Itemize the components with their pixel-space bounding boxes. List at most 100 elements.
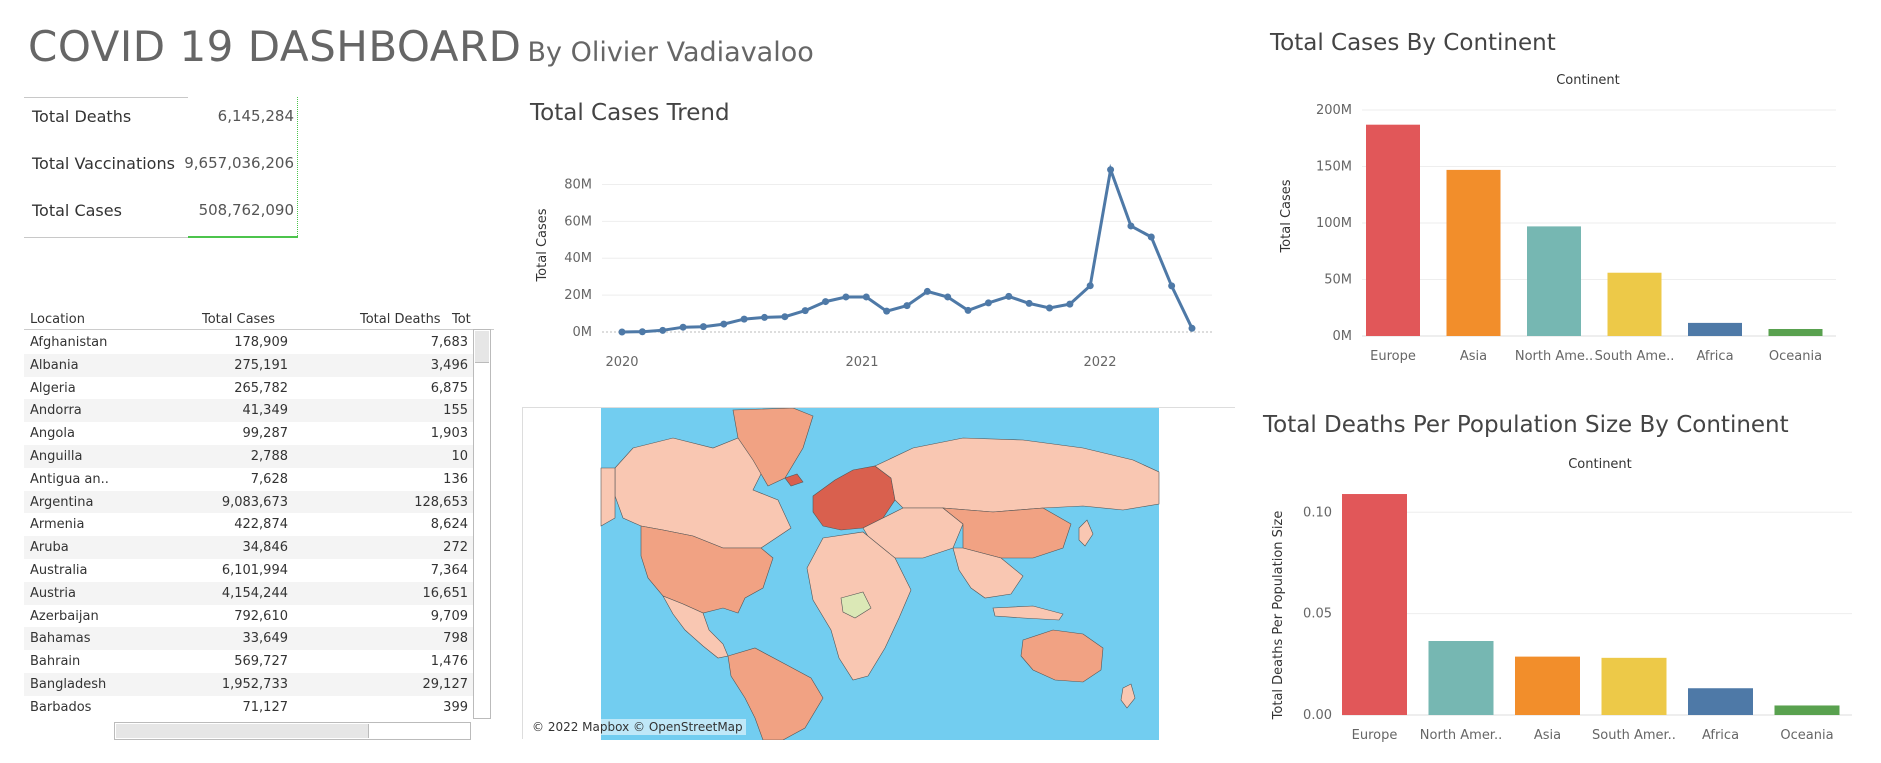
region-europe[interactable] bbox=[812, 465, 896, 531]
data-point bbox=[781, 313, 789, 321]
data-point bbox=[1188, 324, 1196, 332]
cell-total-deaths: 798 bbox=[443, 631, 468, 647]
region-canada[interactable] bbox=[614, 437, 792, 549]
column-header-truncated[interactable]: Tot bbox=[452, 312, 471, 327]
data-point bbox=[679, 323, 687, 331]
y-tick-label: 50M bbox=[1324, 273, 1352, 288]
cell-total-deaths: 10 bbox=[451, 449, 468, 464]
data-point bbox=[822, 298, 830, 306]
bar-africa bbox=[1688, 322, 1742, 336]
table-row[interactable]: Albania 275,191 3,496 bbox=[24, 353, 474, 377]
table-row[interactable]: Antigua an.. 7,628 136 bbox=[24, 468, 474, 491]
kpi-total-vaccinations: Total Vaccinations 9,657,036,206 bbox=[32, 148, 294, 178]
region-russia[interactable] bbox=[874, 437, 1160, 513]
cell-total-deaths: 136 bbox=[443, 471, 468, 487]
y-tick-label: 0.05 bbox=[1303, 607, 1332, 622]
x-tick-label: 2021 bbox=[845, 355, 878, 370]
chart-header-continent: Continent bbox=[1568, 457, 1632, 472]
cell-total-cases: 6,101,994 bbox=[221, 563, 288, 578]
table-row[interactable]: Bangladesh 1,952,733 29,127 bbox=[24, 673, 474, 696]
cell-location: Bangladesh bbox=[30, 677, 107, 692]
cell-total-deaths: 16,651 bbox=[422, 585, 469, 601]
region-usa[interactable] bbox=[640, 525, 774, 614]
cell-total-deaths: 155 bbox=[443, 403, 468, 419]
x-tick-label: Europe bbox=[1370, 349, 1416, 364]
cell-total-cases: 9,083,673 bbox=[221, 494, 288, 510]
x-tick-label: South Ame.. bbox=[1595, 349, 1675, 364]
cell-total-cases: 1,952,733 bbox=[221, 677, 288, 692]
x-tick-label: South Amer.. bbox=[1592, 728, 1676, 743]
y-tick-label: 200M bbox=[1316, 103, 1352, 118]
y-axis-label: Total Deaths Per Population Size bbox=[1271, 511, 1286, 721]
region-new-zealand[interactable] bbox=[1120, 683, 1136, 709]
region-no-data[interactable] bbox=[840, 591, 872, 619]
table-row[interactable]: Azerbaijan 792,610 9,709 bbox=[24, 605, 474, 628]
region-south-asia[interactable] bbox=[952, 547, 1024, 599]
y-tick-label: 40M bbox=[564, 251, 592, 266]
region-alaska[interactable] bbox=[600, 467, 616, 527]
table-row[interactable]: Angola 99,287 1,903 bbox=[24, 422, 474, 445]
table-row[interactable]: Barbados 71,127 399 bbox=[24, 696, 474, 719]
table-row[interactable]: Australia 6,101,994 7,364 bbox=[24, 559, 474, 582]
column-header-total-deaths[interactable]: Total Deaths bbox=[360, 312, 441, 327]
table-row[interactable]: Andorra 41,349 155 bbox=[24, 399, 474, 423]
table-row[interactable]: Austria 4,154,244 16,651 bbox=[24, 581, 474, 605]
table-vertical-scrollbar[interactable] bbox=[473, 329, 491, 719]
data-point bbox=[923, 287, 931, 295]
cell-location: Bahrain bbox=[30, 654, 81, 670]
cell-total-deaths: 7,364 bbox=[430, 563, 468, 578]
table-row[interactable]: Bahamas 33,649 798 bbox=[24, 627, 474, 651]
table-row[interactable]: Bahrain 569,727 1,476 bbox=[24, 650, 474, 673]
region-iceland[interactable] bbox=[784, 473, 804, 487]
bar-asia bbox=[1515, 656, 1580, 715]
cell-location: Australia bbox=[30, 563, 88, 578]
table-horizontal-scrollbar[interactable] bbox=[114, 722, 471, 740]
data-point bbox=[862, 293, 870, 301]
cell-location: Azerbaijan bbox=[30, 608, 99, 624]
table-row[interactable]: Anguilla 2,788 10 bbox=[24, 445, 474, 468]
world-map-canvas[interactable] bbox=[523, 407, 1236, 741]
cell-location: Austria bbox=[30, 585, 76, 601]
cell-total-cases: 71,127 bbox=[242, 699, 289, 715]
chart-header-continent: Continent bbox=[1556, 73, 1620, 88]
scrollbar-thumb[interactable] bbox=[116, 724, 369, 738]
cell-total-deaths: 128,653 bbox=[414, 494, 468, 510]
y-tick-label: 0.10 bbox=[1303, 505, 1332, 520]
data-point bbox=[1127, 222, 1135, 230]
table-row[interactable]: Algeria 265,782 6,875 bbox=[24, 377, 474, 400]
x-tick-label: Africa bbox=[1702, 728, 1739, 743]
data-point bbox=[1107, 166, 1115, 174]
bar-chart-cases-title: Total Cases By Continent bbox=[1270, 30, 1556, 56]
map-attribution[interactable]: © 2022 Mapbox © OpenStreetMap bbox=[529, 719, 746, 735]
region-japan[interactable] bbox=[1078, 519, 1094, 547]
column-header-location[interactable]: Location bbox=[30, 312, 85, 327]
y-axis-label: Total Cases bbox=[535, 208, 550, 282]
data-point bbox=[903, 302, 911, 310]
data-point bbox=[618, 328, 626, 336]
data-point bbox=[1086, 282, 1094, 290]
cell-total-deaths: 272 bbox=[443, 540, 468, 556]
data-point bbox=[1025, 299, 1033, 307]
cell-location: Aruba bbox=[30, 540, 69, 556]
region-indonesia[interactable] bbox=[992, 605, 1064, 621]
table-row[interactable]: Armenia 422,874 8,624 bbox=[24, 513, 474, 536]
bar-oceania bbox=[1774, 705, 1840, 715]
table-row[interactable]: Argentina 9,083,673 128,653 bbox=[24, 490, 474, 514]
region-south-america[interactable] bbox=[727, 647, 824, 741]
column-header-total-cases[interactable]: Total Cases bbox=[202, 312, 276, 327]
page-subtitle: By Olivier Vadiavaloo bbox=[527, 37, 814, 68]
cell-total-cases: 34,846 bbox=[242, 540, 289, 556]
table-row[interactable]: Aruba 34,846 272 bbox=[24, 536, 474, 559]
data-point bbox=[1046, 304, 1053, 312]
region-australia[interactable] bbox=[1020, 629, 1104, 683]
bar-oceania bbox=[1768, 328, 1823, 336]
scrollbar-thumb[interactable] bbox=[475, 331, 489, 363]
x-tick-label: 2020 bbox=[605, 355, 638, 370]
x-tick-label: North Ame.. bbox=[1515, 349, 1593, 364]
world-map[interactable]: © 2022 Mapbox © OpenStreetMap bbox=[522, 407, 1236, 741]
bar-south-ame- bbox=[1607, 272, 1662, 336]
data-point bbox=[1066, 300, 1074, 308]
table-row[interactable]: Afghanistan 178,909 7,683 bbox=[24, 331, 474, 354]
data-point bbox=[944, 293, 952, 301]
region-east-asia[interactable] bbox=[942, 507, 1072, 559]
